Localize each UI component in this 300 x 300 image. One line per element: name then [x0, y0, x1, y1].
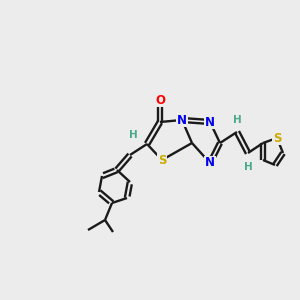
Text: H: H	[232, 115, 242, 125]
Text: S: S	[158, 154, 166, 166]
Text: N: N	[205, 116, 215, 128]
Text: S: S	[273, 131, 281, 145]
Text: O: O	[155, 94, 165, 106]
Text: H: H	[129, 130, 137, 140]
Text: N: N	[205, 157, 215, 169]
Text: N: N	[177, 113, 187, 127]
Text: H: H	[244, 162, 252, 172]
